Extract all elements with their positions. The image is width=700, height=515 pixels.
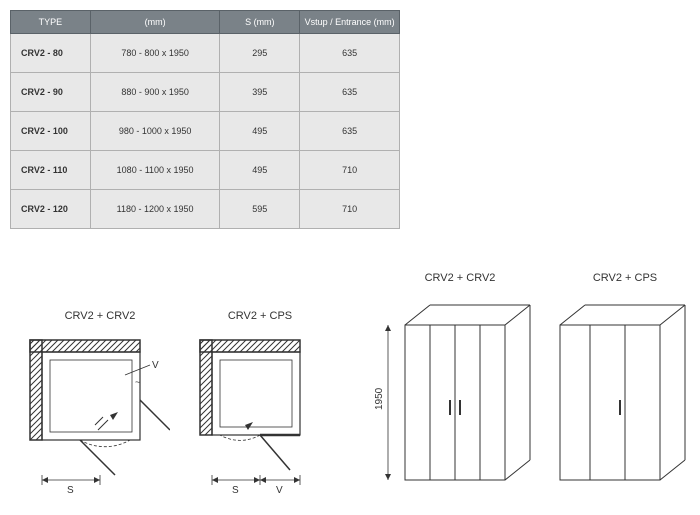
- cell-dim: 1080 - 1100 x 1950: [90, 151, 220, 190]
- svg-text:S: S: [67, 485, 74, 496]
- svg-text:1950: 1950: [374, 387, 385, 410]
- cell-s: 595: [220, 190, 300, 229]
- svg-text:S: S: [232, 485, 239, 496]
- cell-type: CRV2 - 90: [11, 73, 91, 112]
- svg-text:~: ~: [135, 377, 140, 387]
- spec-table: TYPE (mm) S (mm) Vstup / Entrance (mm) C…: [10, 10, 400, 229]
- cell-s: 495: [220, 151, 300, 190]
- th-type: TYPE: [11, 11, 91, 34]
- plan2-label: CRV2 + CPS: [205, 310, 315, 322]
- persp1-label: CRV2 + CRV2: [400, 272, 520, 284]
- cell-entrance: 635: [300, 34, 400, 73]
- plan-diagram-crv2-cps: S V: [190, 330, 330, 500]
- cell-entrance: 635: [300, 112, 400, 151]
- cell-type: CRV2 - 110: [11, 151, 91, 190]
- cell-type: CRV2 - 120: [11, 190, 91, 229]
- table-row: CRV2 - 90 880 - 900 x 1950 395 635: [11, 73, 400, 112]
- cell-type: CRV2 - 80: [11, 34, 91, 73]
- th-entrance: Vstup / Entrance (mm): [300, 11, 400, 34]
- cell-s: 295: [220, 34, 300, 73]
- table-row: CRV2 - 120 1180 - 1200 x 1950 595 710: [11, 190, 400, 229]
- svg-text:V: V: [276, 485, 283, 496]
- perspective-crv2-crv2: 1950: [370, 290, 540, 510]
- table-row: CRV2 - 110 1080 - 1100 x 1950 495 710: [11, 151, 400, 190]
- cell-type: CRV2 - 100: [11, 112, 91, 151]
- cell-entrance: 635: [300, 73, 400, 112]
- th-mm: (mm): [90, 11, 220, 34]
- cell-dim: 980 - 1000 x 1950: [90, 112, 220, 151]
- table-row: CRV2 - 80 780 - 800 x 1950 295 635: [11, 34, 400, 73]
- persp2-label: CRV2 + CPS: [570, 272, 680, 284]
- th-s: S (mm): [220, 11, 300, 34]
- svg-text:V: V: [152, 360, 159, 371]
- spec-table-body: CRV2 - 80 780 - 800 x 1950 295 635 CRV2 …: [11, 34, 400, 229]
- plan1-label: CRV2 + CRV2: [40, 310, 160, 322]
- table-row: CRV2 - 100 980 - 1000 x 1950 495 635: [11, 112, 400, 151]
- cell-dim: 780 - 800 x 1950: [90, 34, 220, 73]
- cell-entrance: 710: [300, 190, 400, 229]
- cell-s: 395: [220, 73, 300, 112]
- diagram-area: CRV2 + CRV2 ~ V S CRV2 + CPS: [10, 300, 690, 510]
- cell-s: 495: [220, 112, 300, 151]
- cell-dim: 880 - 900 x 1950: [90, 73, 220, 112]
- cell-dim: 1180 - 1200 x 1950: [90, 190, 220, 229]
- perspective-crv2-cps: [550, 290, 700, 510]
- cell-entrance: 710: [300, 151, 400, 190]
- plan-diagram-crv2-crv2: ~ V S: [20, 330, 170, 500]
